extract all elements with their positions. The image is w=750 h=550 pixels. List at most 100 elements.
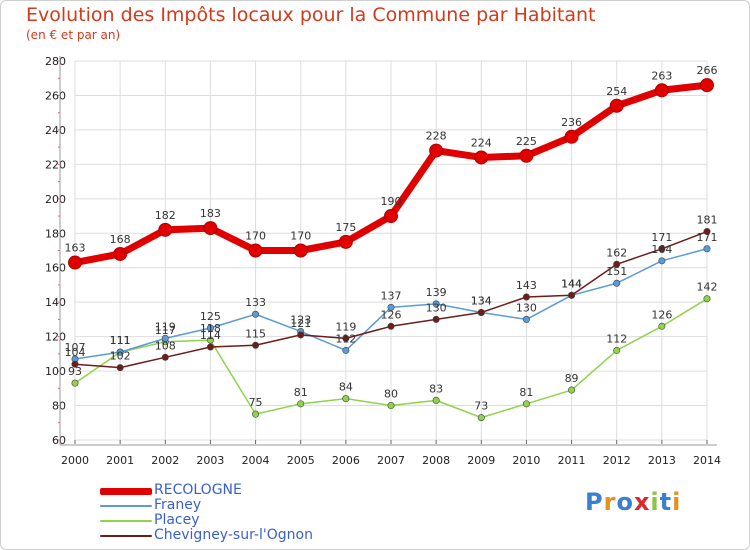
data-point-recologne xyxy=(384,209,398,224)
data-label-recologne: 183 xyxy=(200,207,221,220)
chart-title: Evolution des Impôts locaux pour la Comm… xyxy=(26,4,596,26)
y-tick-label: 240 xyxy=(45,124,66,137)
data-label-placey: 89 xyxy=(565,372,579,385)
data-label-recologne: 263 xyxy=(651,69,672,82)
x-tick-label: 2002 xyxy=(151,454,179,467)
x-tick-label: 2008 xyxy=(422,454,450,467)
data-label-recologne: 224 xyxy=(471,136,492,149)
data-point-chevigney-sur-l-ognon xyxy=(71,360,79,368)
data-label-placey: 81 xyxy=(294,386,308,399)
data-label-chevigney-sur-l-ognon: 144 xyxy=(561,277,582,290)
data-label-placey: 73 xyxy=(474,400,488,413)
y-tick-label: 160 xyxy=(45,262,66,275)
data-point-recologne xyxy=(158,222,173,237)
data-label-chevigney-sur-l-ognon: 143 xyxy=(516,279,537,292)
legend-label: RECOLOGNE xyxy=(154,482,242,498)
logo-letter: i xyxy=(672,488,682,516)
data-point-placey xyxy=(297,400,305,408)
data-label-placey: 93 xyxy=(68,365,82,378)
data-label-chevigney-sur-l-ognon: 115 xyxy=(245,327,266,340)
data-point-placey xyxy=(568,386,576,394)
data-label-franey: 144 xyxy=(561,277,582,290)
data-label-recologne: 175 xyxy=(335,221,356,234)
x-tick-label: 2000 xyxy=(61,454,89,467)
data-point-placey xyxy=(432,396,440,404)
logo-letter: P xyxy=(585,488,604,516)
data-point-recologne xyxy=(68,255,82,270)
data-label-franey: 112 xyxy=(335,332,356,345)
data-label-recologne: 225 xyxy=(516,135,537,148)
grid-layer xyxy=(74,60,708,441)
y-tick-label: 280 xyxy=(45,55,66,68)
data-label-chevigney-sur-l-ognon: 121 xyxy=(290,317,311,330)
series-layer xyxy=(68,78,714,422)
data-point-recologne xyxy=(609,98,624,113)
y-tick-label: 220 xyxy=(45,158,66,171)
data-label-chevigney-sur-l-ognon: 171 xyxy=(651,231,672,244)
data-label-franey: 137 xyxy=(381,289,402,302)
data-point-placey xyxy=(387,402,395,410)
data-point-placey xyxy=(477,414,485,422)
data-label-chevigney-sur-l-ognon: 130 xyxy=(426,301,447,314)
legend-swatch xyxy=(100,520,152,522)
data-point-placey xyxy=(71,379,79,387)
data-label-chevigney-sur-l-ognon: 126 xyxy=(381,308,402,321)
data-label-franey: 151 xyxy=(606,265,627,278)
logo-letter: i xyxy=(650,488,660,516)
data-point-placey xyxy=(522,400,530,408)
legend-label: Placey xyxy=(154,512,200,528)
data-point-chevigney-sur-l-ognon xyxy=(613,260,621,268)
data-point-franey xyxy=(522,315,530,323)
y-tick-label: 100 xyxy=(45,365,66,378)
data-label-franey: 107 xyxy=(65,341,86,354)
legend-swatch xyxy=(100,505,152,507)
x-tick-label: 2004 xyxy=(242,454,270,467)
x-tick-label: 2014 xyxy=(693,454,721,467)
data-point-chevigney-sur-l-ognon xyxy=(116,364,124,372)
data-label-placey: 118 xyxy=(200,322,221,335)
data-label-recologne: 182 xyxy=(155,209,176,222)
y-tick-label: 180 xyxy=(45,227,66,240)
data-label-chevigney-sur-l-ognon: 119 xyxy=(335,320,356,333)
data-label-franey: 134 xyxy=(471,295,492,308)
data-label-chevigney-sur-l-ognon: 134 xyxy=(471,295,492,308)
data-point-recologne xyxy=(654,83,669,98)
data-point-recologne xyxy=(338,234,353,249)
proxiti-logo: Proxiti xyxy=(585,488,681,516)
x-tick-label: 2007 xyxy=(377,454,405,467)
legend-label: Franey xyxy=(154,497,202,513)
data-label-placey: 111 xyxy=(110,334,131,347)
data-label-recologne: 266 xyxy=(697,64,718,77)
y-tick-label: 140 xyxy=(45,296,66,309)
y-tick-label: 260 xyxy=(45,89,66,102)
logo-letter: o xyxy=(616,488,634,516)
data-point-recologne xyxy=(474,150,489,165)
data-point-chevigney-sur-l-ognon xyxy=(568,291,576,299)
data-point-placey xyxy=(342,395,350,403)
data-point-franey xyxy=(161,334,169,342)
x-tick-label: 2012 xyxy=(603,454,631,467)
data-point-franey xyxy=(613,279,621,287)
data-point-chevigney-sur-l-ognon xyxy=(161,353,169,361)
data-label-chevigney-sur-l-ognon: 102 xyxy=(110,350,131,363)
legend-label: Chevigney-sur-l'Ognon xyxy=(154,527,313,543)
data-point-chevigney-sur-l-ognon xyxy=(252,341,260,349)
logo-letter: t xyxy=(659,488,673,516)
data-point-chevigney-sur-l-ognon xyxy=(658,245,666,253)
data-label-placey: 83 xyxy=(429,382,443,395)
data-point-chevigney-sur-l-ognon xyxy=(432,315,440,323)
data-point-placey xyxy=(703,295,711,303)
data-point-chevigney-sur-l-ognon xyxy=(342,334,350,342)
data-label-chevigney-sur-l-ognon: 181 xyxy=(697,214,718,227)
data-point-chevigney-sur-l-ognon xyxy=(297,331,305,339)
x-tick-label: 2006 xyxy=(332,454,360,467)
y-tick-label: 120 xyxy=(45,331,66,344)
data-point-chevigney-sur-l-ognon xyxy=(477,309,485,317)
data-point-franey xyxy=(252,310,260,318)
legend-swatch xyxy=(100,488,152,495)
data-label-recologne: 228 xyxy=(426,130,447,143)
data-point-recologne xyxy=(519,148,534,163)
data-point-recologne xyxy=(203,221,218,236)
